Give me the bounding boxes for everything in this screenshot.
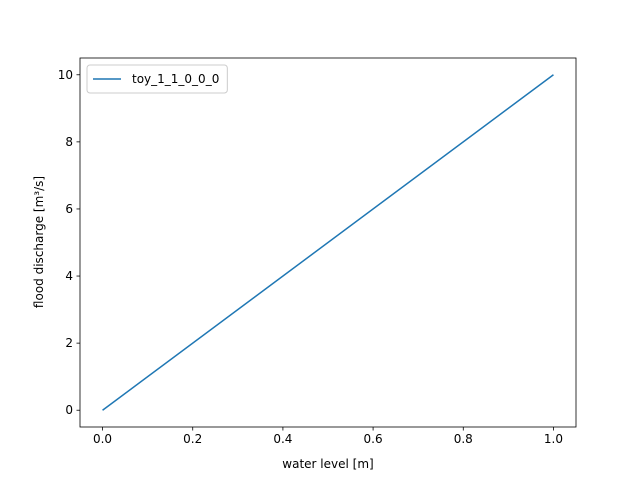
x-tick-label: 1.0: [544, 432, 563, 446]
x-tick-label: 0.6: [364, 432, 383, 446]
x-axis-label: water level [m]: [282, 457, 373, 471]
y-tick-label: 8: [65, 135, 73, 149]
y-tick-label: 10: [58, 68, 73, 82]
legend-label: toy_1_1_0_0_0: [132, 72, 219, 86]
x-tick-label: 0.2: [183, 432, 202, 446]
y-tick-label: 2: [65, 336, 73, 350]
axes-frame: [79, 57, 577, 428]
x-tick-label: 0.0: [93, 432, 112, 446]
y-tick-label: 0: [65, 403, 73, 417]
line: [102, 74, 554, 411]
x-tick-label: 0.8: [454, 432, 473, 446]
y-tick-label: 6: [65, 202, 73, 216]
y-axis-label: flood discharge [m³/s]: [32, 176, 46, 308]
legend: [86, 64, 228, 94]
y-tick-label: 4: [65, 269, 73, 283]
x-tick-label: 0.4: [273, 432, 292, 446]
